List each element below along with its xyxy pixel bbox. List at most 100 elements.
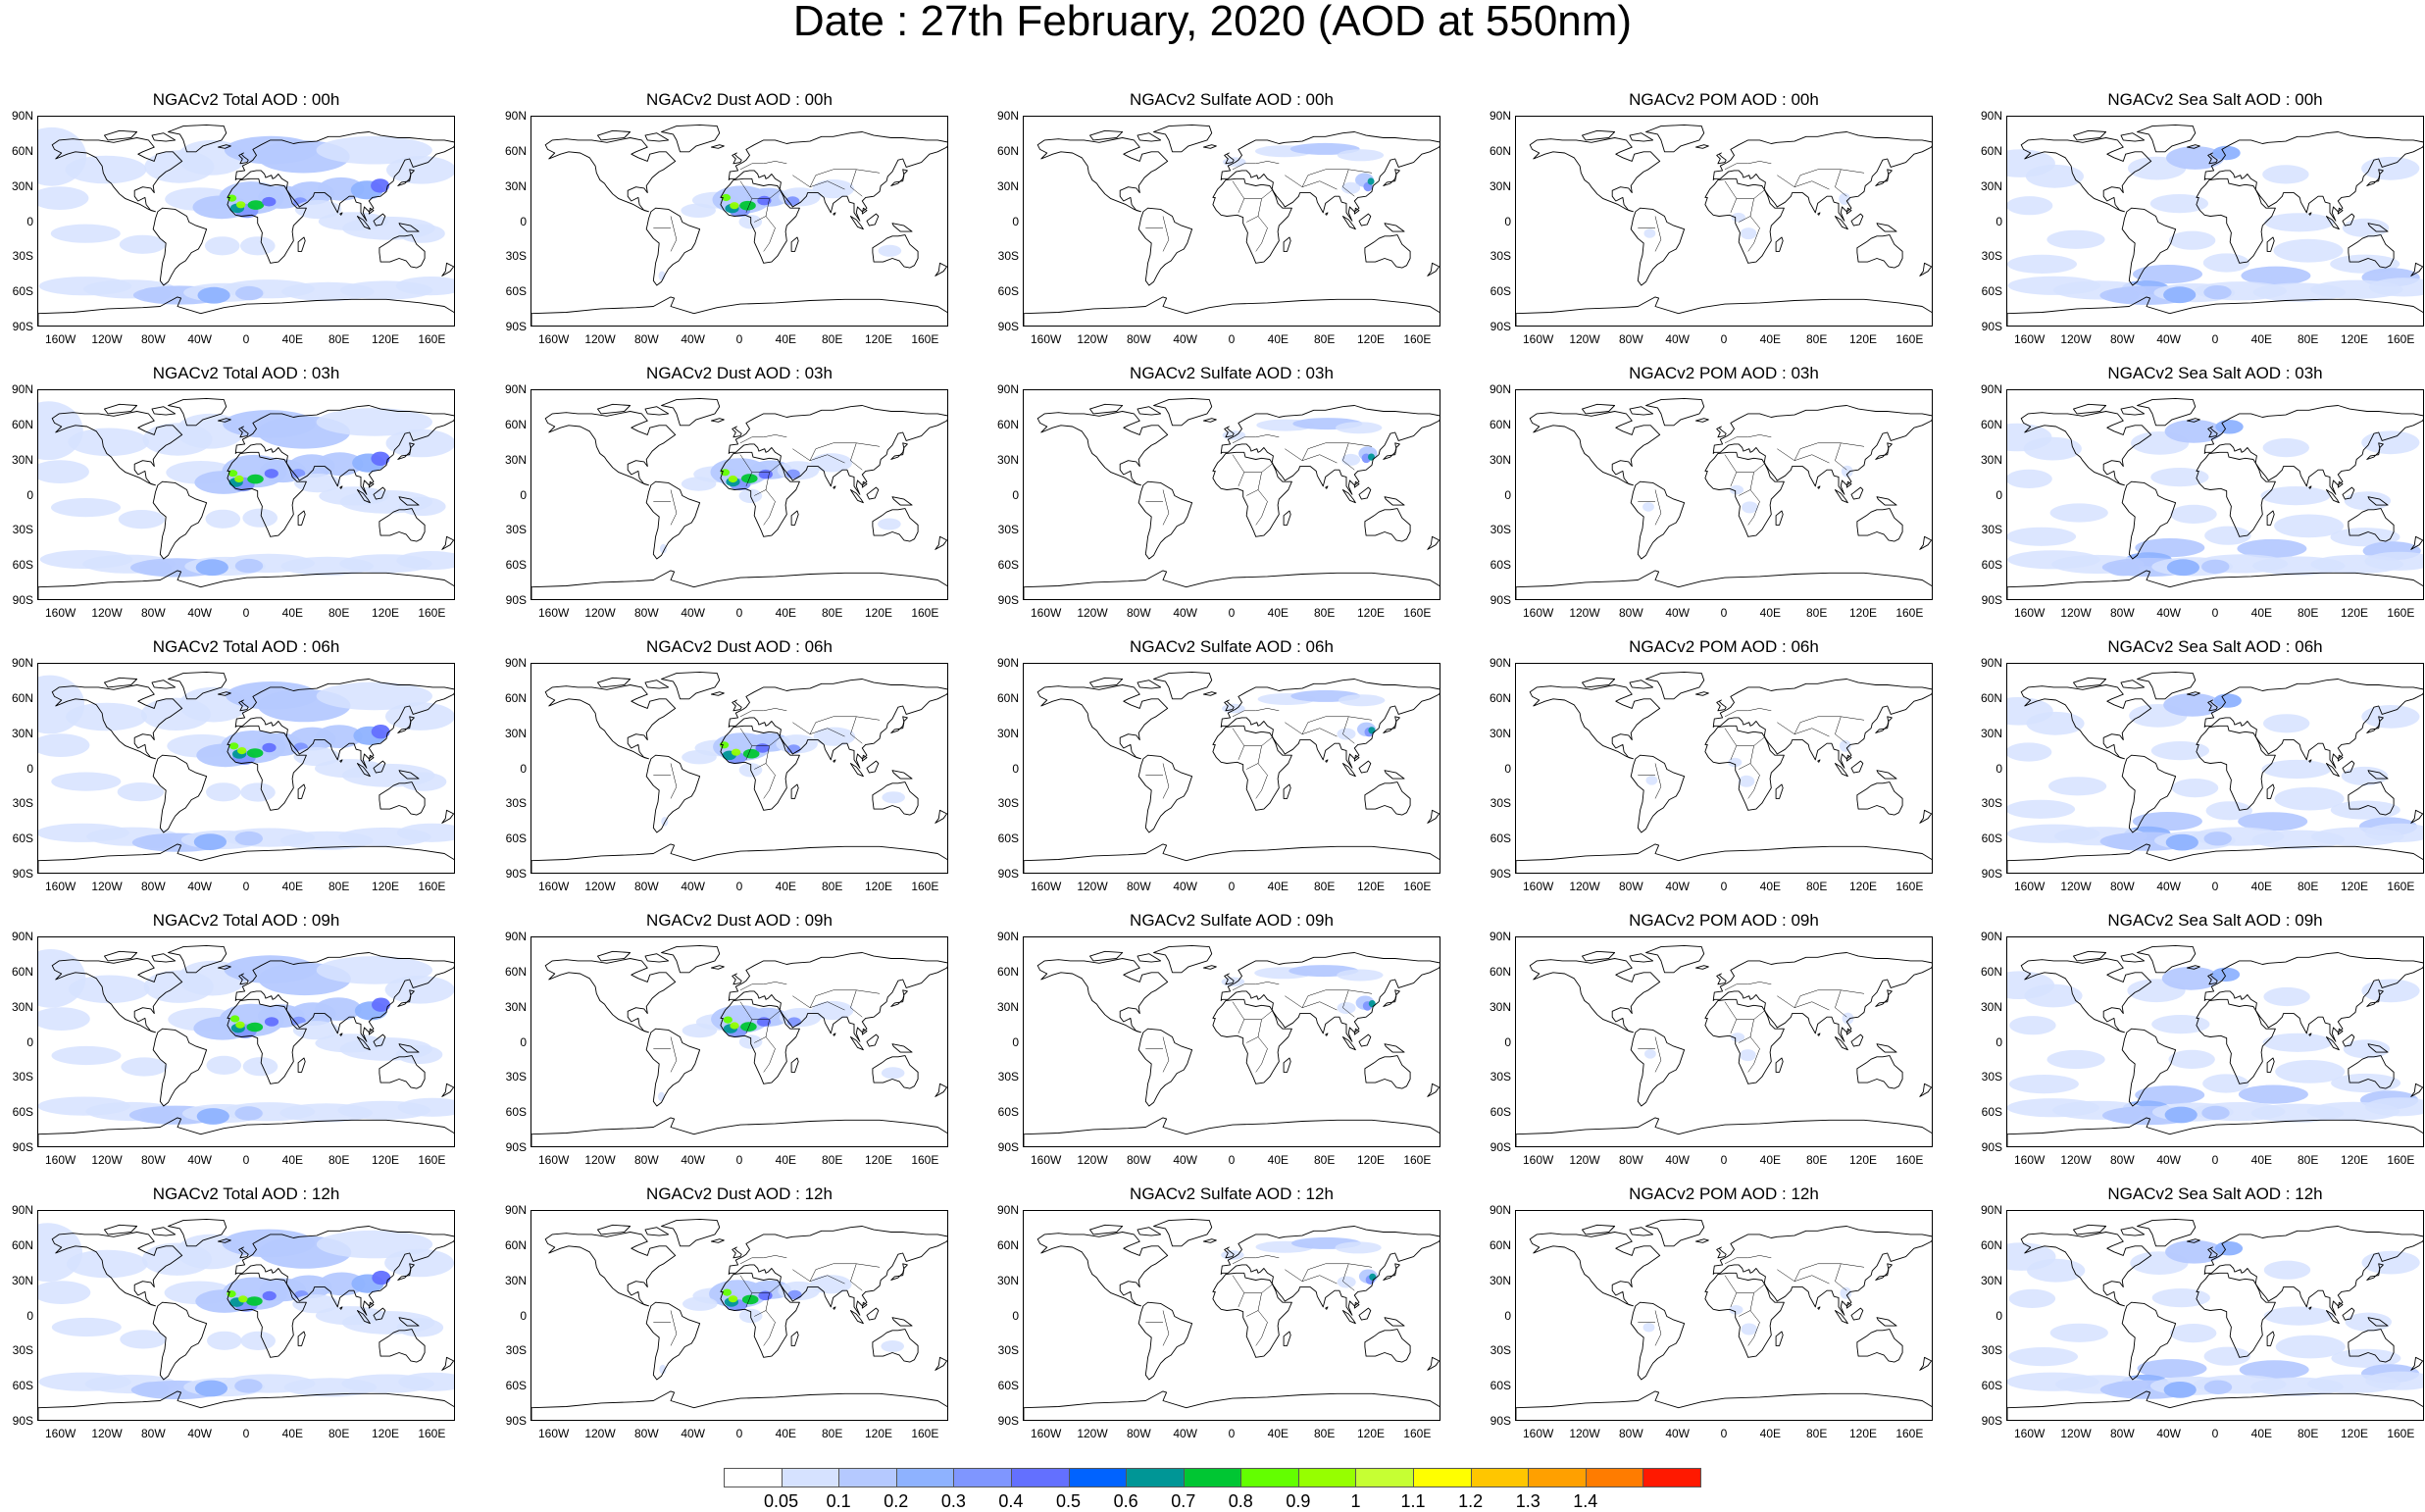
panel-title: NGACv2 Sulfate AOD : 06h (1130, 637, 1334, 656)
lon-tick-label: 120W (1569, 1427, 1600, 1440)
aod-contour-blob (247, 200, 265, 210)
aod-contour-blob (2137, 1359, 2207, 1379)
aod-contour-blob (1842, 1012, 1854, 1025)
aod-contour-blob (386, 156, 454, 184)
lon-tick-label: 0 (1720, 332, 1728, 346)
aod-contour-blob (38, 733, 90, 757)
lat-tick-label: 60S (997, 832, 1019, 846)
world-map-sulfate (1024, 124, 1440, 326)
aod-contour-blob (1643, 228, 1656, 238)
aod-contour-blob (2007, 469, 2052, 488)
aod-contour-blob (2133, 265, 2202, 284)
lat-tick-label: 90S (997, 1140, 1019, 1154)
panel-title: NGACv2 Sea Salt AOD : 06h (2107, 637, 2323, 656)
aod-contour-blob (2203, 285, 2232, 300)
lat-tick-label: 30S (505, 249, 527, 264)
lat-tick-label: 90N (504, 656, 527, 670)
coastlines (2007, 944, 2423, 1146)
aod-contour-blob (246, 748, 264, 758)
lat-tick-label: 30S (1490, 796, 1511, 811)
colorbar-label: 1.4 (1573, 1491, 1598, 1511)
lon-tick-label: 0 (1720, 880, 1728, 893)
aod-contour-blob (2263, 1260, 2311, 1280)
lon-tick-label: 160W (537, 606, 570, 620)
aod-contour-blob (1839, 739, 1851, 752)
aod-contour-blob (2345, 1312, 2392, 1332)
lat-tick-label: 90S (505, 320, 527, 333)
lat-tick-label: 60N (1489, 964, 1511, 979)
lat-tick-label: 0 (1012, 487, 1019, 502)
aod-field (1644, 1012, 1854, 1062)
world-map-pom (1516, 397, 1932, 599)
aod-contour-blob (2263, 986, 2310, 1007)
lon-tick-label: 160E (2387, 1153, 2415, 1167)
lon-tick-label: 80E (1313, 332, 1336, 346)
coastlines (531, 124, 947, 326)
lat-tick-label: 30N (11, 1273, 33, 1287)
aod-contour-blob (204, 236, 240, 256)
lon-tick-label: 160W (1522, 1427, 1554, 1440)
aod-contour-blob (2151, 1015, 2210, 1034)
aod-contour-blob (681, 203, 716, 218)
aod-contour-blob (1840, 1286, 1852, 1299)
lon-tick-label: 80E (2297, 880, 2319, 893)
lon-tick-label: 80E (821, 880, 843, 893)
lat-tick-label: 0 (1012, 761, 1019, 776)
world-map-seasalt (2007, 671, 2423, 873)
lat-tick-label: 60S (12, 558, 33, 573)
aod-contour-blob (1337, 969, 1384, 982)
aod-contour-blob (66, 1249, 148, 1279)
lat-tick-label: 0 (26, 1034, 33, 1049)
aod-contour-blob (1335, 1241, 1382, 1254)
lon-tick-label: 120E (1848, 1153, 1878, 1167)
colorbar-swatch (1240, 1468, 1299, 1487)
lon-tick-label: 40E (1267, 606, 1288, 620)
lat-tick-label: 30S (1490, 1343, 1511, 1358)
lon-tick-label: 0 (1228, 1427, 1236, 1440)
lon-tick-label: 120W (91, 880, 123, 893)
lon-tick-label: 120W (91, 1427, 123, 1440)
lat-tick-label: 30N (11, 726, 33, 740)
lat-tick-label: 60S (1981, 832, 2002, 846)
aod-contour-blob (196, 1108, 229, 1125)
aod-contour-blob (878, 518, 901, 530)
lat-tick-label: 90S (12, 320, 33, 333)
lon-tick-label: 120W (1569, 880, 1600, 893)
aod-contour-blob (2007, 196, 2053, 216)
world-map-total (38, 671, 454, 873)
panel-title: NGACv2 Total AOD : 06h (152, 637, 340, 656)
aod-contour-blob (247, 474, 264, 484)
lon-tick-label: 0 (735, 880, 743, 893)
aod-contour-blob (2262, 165, 2309, 184)
lon-tick-label: 40E (2250, 880, 2272, 893)
lat-tick-label: 60S (1490, 1379, 1511, 1393)
world-map-dust (531, 124, 947, 326)
lat-tick-label: 90S (12, 1140, 33, 1154)
lon-tick-label: 160W (2013, 1153, 2046, 1167)
lon-tick-label: 80E (1805, 1153, 1828, 1167)
aod-contour-blob (2361, 979, 2420, 1003)
aod-field (2007, 145, 2423, 305)
lon-tick-label: 160E (1403, 332, 1432, 346)
aod-contour-blob (813, 727, 856, 746)
aod-field (1642, 465, 1853, 514)
lat-tick-label: 30N (11, 452, 33, 467)
lon-tick-label: 160W (1030, 1427, 1062, 1440)
aod-contour-blob (2171, 779, 2219, 798)
map-pom-row-2 (1515, 663, 1933, 874)
aod-contour-blob (878, 244, 902, 257)
lon-tick-label: 120E (864, 332, 893, 346)
aod-contour-blob (398, 224, 445, 243)
aod-contour-blob (264, 469, 278, 479)
map-seasalt-row-2 (2006, 663, 2424, 874)
coastlines (531, 944, 947, 1146)
lon-tick-label: 80W (633, 332, 659, 346)
lon-tick-label: 80E (1805, 1427, 1828, 1440)
aod-contour-blob (728, 475, 738, 483)
lat-tick-label: 90S (1490, 1140, 1511, 1154)
aod-field (658, 179, 902, 281)
coastlines (1024, 944, 1440, 1146)
lon-tick-label: 0 (2211, 1153, 2219, 1167)
world-map-pom (1516, 1218, 1932, 1420)
aod-contour-blob (2201, 1105, 2230, 1121)
